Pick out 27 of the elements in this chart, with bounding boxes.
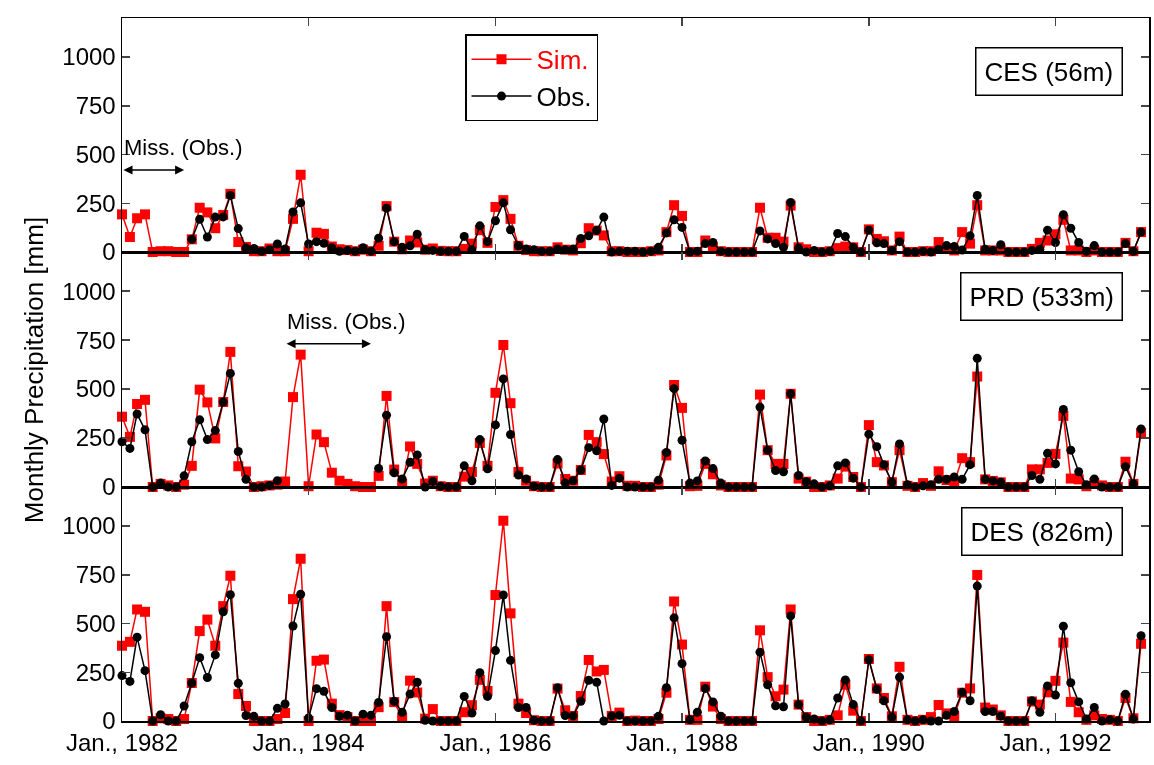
y-tick-label: 750 <box>75 326 116 354</box>
annotation: Miss. (Obs.) <box>124 135 243 160</box>
annotation: Miss. (Obs.) <box>287 309 406 334</box>
y-tick-label: 1000 <box>62 277 116 305</box>
x-tick-label: Jan., 1984 <box>252 729 365 757</box>
y-tick-label: 500 <box>75 140 116 168</box>
y-tick-label: 250 <box>75 189 116 217</box>
y-axis-title: Monthly Precipitation [mm] <box>18 216 50 524</box>
y-tick-label: 250 <box>75 658 116 686</box>
x-tick-label: Jan., 1988 <box>625 729 739 757</box>
y-tick-label: 1000 <box>62 43 116 71</box>
y-tick-label: 250 <box>75 424 116 452</box>
legend-label: Obs. <box>536 82 592 113</box>
y-tick-label: 0 <box>102 238 116 266</box>
x-tick-label: Jan., 1986 <box>439 729 552 757</box>
y-tick-label: 750 <box>75 92 116 120</box>
y-tick-label: 0 <box>102 473 116 501</box>
text: PRD (533m) <box>969 281 1114 312</box>
x-tick-label: Jan., 1992 <box>999 729 1112 757</box>
y-tick-label: 500 <box>75 375 116 403</box>
y-tick-label: 1000 <box>62 512 116 540</box>
text: CES (56m) <box>984 56 1114 87</box>
text: DES (826m) <box>970 516 1114 547</box>
x-tick-label: Jan., 1990 <box>812 729 925 757</box>
y-tick-label: 750 <box>75 561 116 589</box>
y-tick-label: 500 <box>75 609 116 637</box>
legend-label: Sim. <box>536 45 589 76</box>
